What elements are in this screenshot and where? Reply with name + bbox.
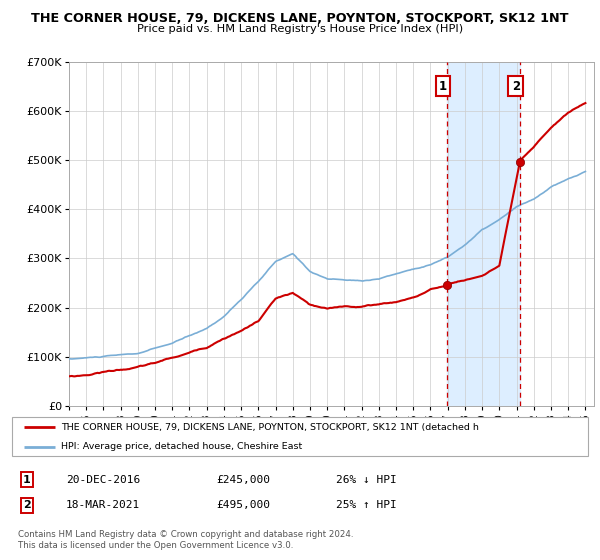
Text: THE CORNER HOUSE, 79, DICKENS LANE, POYNTON, STOCKPORT, SK12 1NT: THE CORNER HOUSE, 79, DICKENS LANE, POYN… [31,12,569,25]
Text: Price paid vs. HM Land Registry's House Price Index (HPI): Price paid vs. HM Land Registry's House … [137,24,463,34]
Text: 18-MAR-2021: 18-MAR-2021 [66,500,140,510]
Text: 1: 1 [23,475,31,485]
Text: 20-DEC-2016: 20-DEC-2016 [66,475,140,485]
Text: This data is licensed under the Open Government Licence v3.0.: This data is licensed under the Open Gov… [18,541,293,550]
Text: £495,000: £495,000 [216,500,270,510]
Text: Contains HM Land Registry data © Crown copyright and database right 2024.: Contains HM Land Registry data © Crown c… [18,530,353,539]
Text: 2: 2 [23,500,31,510]
Text: 1: 1 [439,80,447,93]
Text: £245,000: £245,000 [216,475,270,485]
Text: HPI: Average price, detached house, Cheshire East: HPI: Average price, detached house, Ches… [61,442,302,451]
Text: 25% ↑ HPI: 25% ↑ HPI [336,500,397,510]
Text: THE CORNER HOUSE, 79, DICKENS LANE, POYNTON, STOCKPORT, SK12 1NT (detached h: THE CORNER HOUSE, 79, DICKENS LANE, POYN… [61,423,479,432]
Text: 26% ↓ HPI: 26% ↓ HPI [336,475,397,485]
Text: 2: 2 [512,80,520,93]
Bar [447,62,520,406]
